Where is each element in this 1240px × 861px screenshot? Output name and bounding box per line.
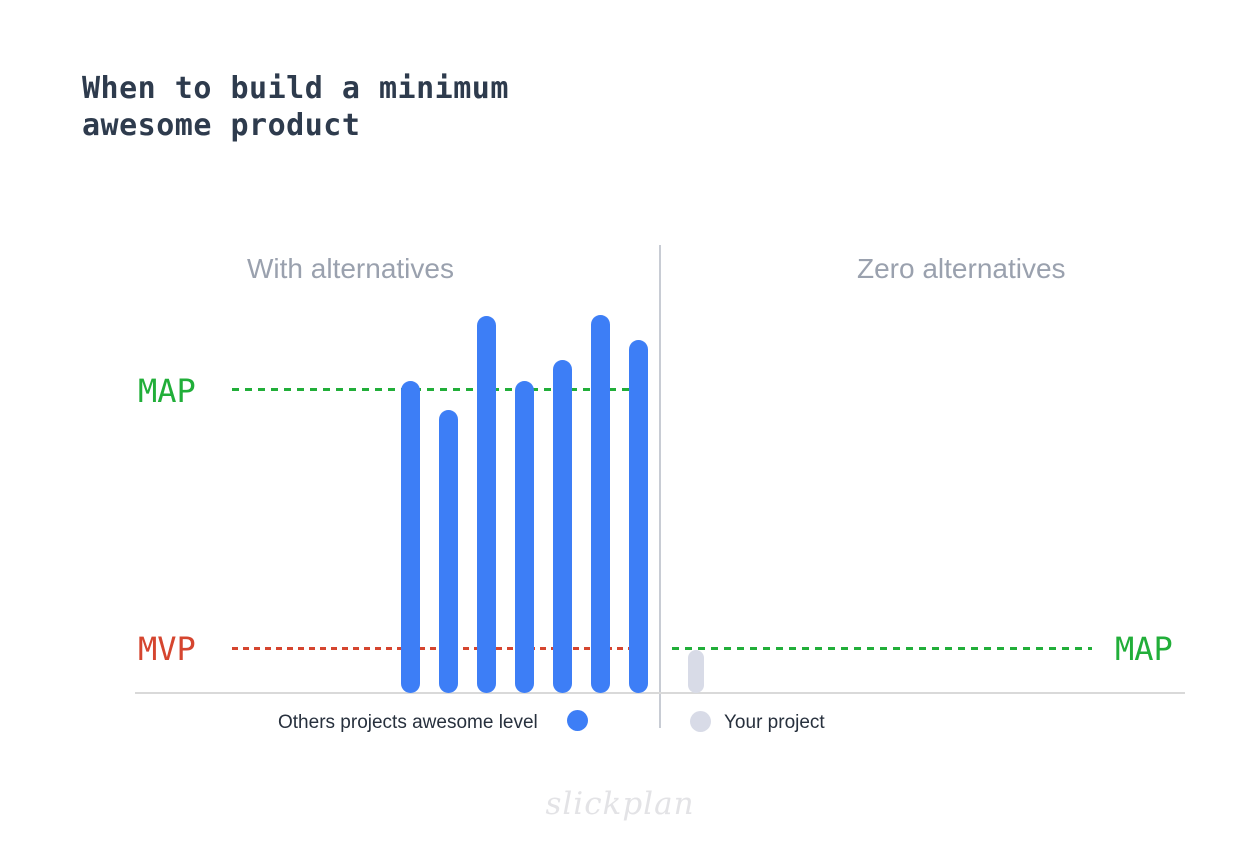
x-axis-line [135,692,1185,694]
others-project-bar [629,340,648,693]
legend-your-dot-icon [690,711,711,732]
mvp-label: MVP [138,630,196,668]
map-left-dashed-line [232,388,648,391]
others-project-bar [401,381,420,693]
section-header-with-alternatives: With alternatives [247,253,454,284]
others-project-bar [477,316,496,693]
section-divider-line [659,245,661,728]
legend-others-label: Others projects awesome level [278,712,538,733]
title-line-2: awesome product [82,108,361,143]
title-line-1: When to build a minimum [82,71,509,106]
section-header-zero-alternatives: Zero alternatives [857,253,1066,284]
map-right-dashed-line [672,647,1092,650]
others-project-bar [439,410,458,693]
your-project-bar [688,650,704,693]
slickplan-logo: slickplan [545,786,695,822]
others-project-bar [515,381,534,693]
page-title: When to build a minimum awesome product [82,70,509,144]
legend-others-dot-icon [567,710,588,731]
others-project-bar [591,315,610,693]
map-right-label: MAP [1115,630,1173,668]
others-project-bar [553,360,572,693]
legend-your-label: Your project [724,712,825,733]
map-left-label: MAP [138,372,196,410]
